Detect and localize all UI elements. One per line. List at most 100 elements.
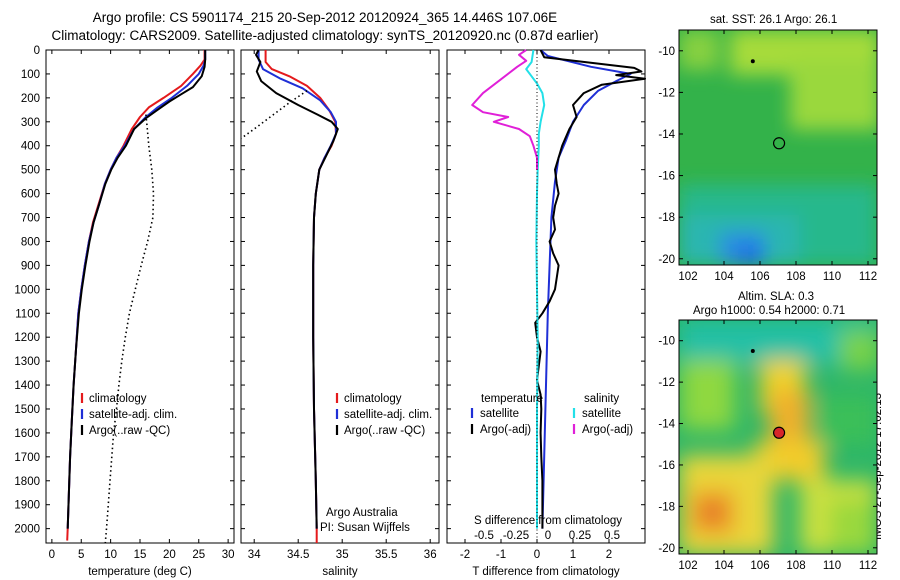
y-tick-label: 700: [21, 213, 40, 225]
map-x-tick-label: 112: [859, 560, 877, 572]
map-x-tick-label: 104: [714, 560, 734, 572]
top-tick-label: 0: [545, 530, 551, 542]
x-tick-label: 1: [570, 549, 576, 561]
series-argo-raw-qc-: [255, 49, 339, 529]
annotation-pi: PI: Susan Wijffels: [320, 522, 410, 534]
top-tick-label: 0.5: [604, 530, 620, 542]
y-tick-label: 0: [34, 45, 40, 57]
y-tick-label: 1400: [14, 380, 40, 392]
x-tick-label: -1: [496, 549, 506, 561]
legend-label: Argo(-adj): [480, 424, 531, 436]
map-y-tick-label: -18: [658, 501, 675, 513]
difference-frame: [446, 49, 646, 544]
annotation-argo-australia: Argo Australia: [326, 507, 398, 519]
map-y-tick-label: -20: [658, 254, 675, 266]
sla_map-frame: [678, 319, 878, 555]
legend-label: satellite-adj. clim.: [89, 409, 177, 421]
y-tick-label: 300: [21, 117, 40, 129]
map-y-tick-label: -14: [658, 419, 675, 431]
map-x-tick-label: 106: [750, 271, 769, 283]
float-position-marker: [750, 349, 755, 354]
map-y-tick-label: -12: [658, 377, 675, 389]
series-argo-raw-qc-: [66, 50, 207, 529]
profile-location-marker: [772, 137, 786, 150]
series-climatology: [264, 50, 337, 543]
x-tick-label: 0: [49, 549, 55, 561]
y-tick-label: 2000: [14, 524, 40, 536]
profile-location-marker: [772, 426, 786, 439]
legend-label: satellite: [480, 408, 519, 420]
y-tick-label: 200: [21, 93, 40, 105]
sst-map-title: sat. SST: 26.1 Argo: 26.1: [710, 14, 838, 26]
sst_map-frame: [678, 29, 878, 266]
map-y-tick-label: -18: [658, 212, 675, 224]
y-tick-label: 1600: [14, 428, 40, 440]
map-x-tick-label: 108: [786, 560, 805, 572]
legend-label: climatology: [344, 393, 402, 405]
series-dotted: [104, 114, 155, 544]
map-x-tick-label: 102: [678, 271, 697, 283]
chart-title-line1: Argo profile: CS 5901174_215 20-Sep-2012…: [92, 10, 558, 25]
y-tick-label: 100: [21, 69, 40, 81]
y-tick-label: 1700: [14, 452, 40, 464]
legend-title-temperature: temperature: [481, 393, 543, 405]
map-y-tick-label: -10: [658, 336, 675, 348]
map-x-tick-label: 102: [678, 560, 697, 572]
float-position-marker: [750, 59, 755, 64]
x-tick-label: 10: [104, 549, 117, 561]
map-x-tick-label: 112: [859, 271, 877, 283]
x-tick-label: 30: [222, 549, 235, 561]
x-tick-label: -2: [460, 549, 470, 561]
map-x-tick-label: 110: [823, 560, 841, 572]
top-tick-label: -0.5: [474, 530, 494, 542]
legend-label: Argo(-adj): [582, 424, 633, 436]
chart-title-line2: Climatology: CARS2009. Satellite-adjuste…: [51, 28, 599, 43]
map-y-tick-label: -14: [658, 129, 675, 141]
top-tick-label: -0.25: [503, 530, 529, 542]
y-tick-label: 1200: [14, 332, 40, 344]
map-y-tick-label: -12: [658, 87, 675, 99]
sla-map-subtitle: Argo h1000: 0.54 h2000: 0.71: [693, 305, 846, 317]
x-tick-label: 34.5: [287, 549, 309, 561]
sla-map-title: Altim. SLA: 0.3: [738, 291, 815, 303]
map-y-tick-label: -20: [658, 543, 675, 555]
y-tick-label: 1900: [14, 500, 40, 512]
y-tick-label: 600: [21, 189, 40, 201]
x-tick-label: 36: [424, 549, 437, 561]
series-argo-adj-s-: [471, 49, 538, 170]
top-axis-label: S difference from climatology: [474, 515, 622, 527]
x-axis-label: temperature (deg C): [88, 566, 192, 578]
map-x-tick-label: 106: [750, 560, 769, 572]
y-tick-label: 1800: [14, 476, 40, 488]
y-tick-label: 1300: [14, 356, 40, 368]
map-x-tick-label: 104: [714, 271, 734, 283]
y-tick-label: 900: [21, 260, 40, 272]
series-climatology: [66, 50, 206, 541]
y-tick-label: 1500: [14, 404, 40, 416]
y-tick-label: 500: [21, 165, 40, 177]
y-tick-label: 1100: [15, 308, 40, 320]
top-tick-label: 0.25: [569, 530, 591, 542]
series-dotted: [240, 90, 308, 140]
legend-title-salinity: salinity: [584, 393, 619, 405]
map-y-tick-label: -10: [658, 46, 675, 58]
x-tick-label: 34: [248, 549, 261, 561]
x-tick-label: 35: [336, 549, 349, 561]
series-satellite-adj-clim-: [257, 50, 337, 529]
x-tick-label: 25: [192, 549, 205, 561]
map-y-tick-label: -16: [658, 460, 675, 472]
sst-map-field: [679, 30, 877, 265]
series-satellite-t-: [539, 49, 632, 529]
x-tick-label: 2: [606, 549, 612, 561]
y-tick-label: 800: [21, 236, 40, 248]
x-tick-label: 5: [78, 549, 84, 561]
map-x-tick-label: 110: [823, 271, 841, 283]
series-satellite-s-: [525, 49, 546, 529]
x-tick-label: 20: [163, 549, 176, 561]
map-y-tick-label: -16: [658, 171, 675, 183]
series-argo-adj-t-: [534, 49, 646, 529]
legend-label: Argo(..raw -QC): [344, 425, 425, 437]
x-axis-label: T difference from climatology: [472, 566, 619, 578]
salinity-frame: [240, 49, 440, 544]
